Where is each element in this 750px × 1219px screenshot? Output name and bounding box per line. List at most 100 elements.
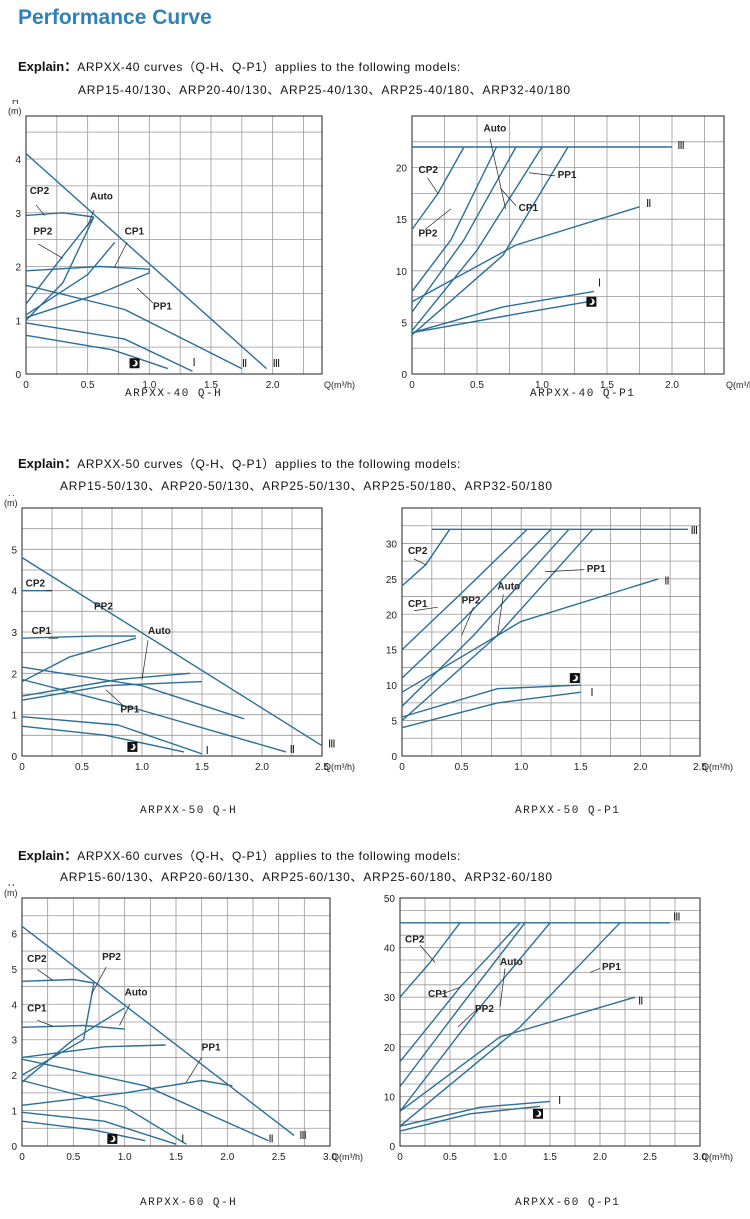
x-axis-label: Q(m³/h) (702, 1152, 733, 1162)
curve-line (25, 216, 95, 321)
curve-line (401, 578, 659, 693)
x-tick-label: 2.0 (255, 762, 269, 773)
x-tick-label: 0 (399, 762, 405, 773)
curve-line (399, 922, 621, 1127)
curve-label: Auto (148, 626, 171, 637)
night-mode-icon (127, 741, 138, 752)
leader-line (457, 1010, 476, 1028)
night-mode-icon (569, 673, 580, 684)
curve-line (399, 1100, 551, 1127)
y-tick-label: 30 (386, 539, 398, 550)
x-tick-label: 1.0 (535, 380, 549, 391)
curve-label: Ⅱ (290, 744, 295, 756)
leader-line (419, 944, 436, 963)
leader-line (528, 172, 556, 177)
leader-line (37, 1019, 53, 1027)
x-tick-label: 2.5 (315, 762, 329, 773)
leader-line (424, 208, 452, 230)
curve-label: PP2 (33, 226, 52, 237)
curve-line (25, 212, 94, 218)
curve-line (411, 290, 595, 334)
grid (411, 115, 724, 375)
night-mode-icon (586, 296, 597, 307)
leader-line (545, 569, 585, 573)
curve-line (25, 334, 169, 370)
y-tick-label: 3 (15, 209, 21, 220)
y-tick-label: 4 (11, 587, 17, 598)
leader-line (427, 177, 439, 194)
y-tick-label: 0 (401, 370, 407, 381)
explain-line: Explain：ARPXX-40 curves（Q-H、Q-P1）applies… (18, 56, 461, 75)
curve-label: Ⅲ (690, 525, 698, 537)
curve-line (21, 680, 203, 701)
x-tick-label: 1.5 (195, 762, 209, 773)
curve-label: Ⅱ (638, 996, 643, 1008)
x-tick-label: 2.0 (633, 762, 647, 773)
curve-line (411, 146, 543, 332)
curve-label: CP1 (32, 626, 52, 637)
curve-line (21, 1079, 233, 1106)
y-tick-label: 1 (15, 316, 21, 327)
curve-line (401, 528, 552, 679)
leader-line (185, 1057, 202, 1083)
curve-label: CP1 (428, 989, 448, 1000)
x-axis-label: Q(m³/h) (324, 380, 355, 390)
curve-line (401, 528, 451, 587)
x-tick-label: 2.5 (272, 1152, 286, 1163)
y-tick-label: 1 (11, 711, 17, 722)
curve-label: CP1 (27, 1003, 47, 1014)
y-tick-label: 20 (384, 1043, 396, 1054)
x-tick-label: 3.0 (323, 1152, 337, 1163)
x-tick-label: 0 (23, 380, 29, 391)
y-tick-label: 0 (11, 752, 17, 763)
x-tick-label: 0.5 (470, 380, 484, 391)
curve-line (401, 528, 528, 651)
explain-text: ARPXX-50 curves（Q-H、Q-P1）applies to the … (77, 457, 461, 471)
curve-label: Auto (497, 581, 520, 592)
curve-label: Auto (125, 987, 148, 998)
curve-line (21, 1058, 269, 1142)
leader-line (500, 188, 517, 207)
x-tick-label: 3.0 (693, 1152, 707, 1163)
curve-line (399, 922, 526, 1087)
plot-frame (21, 897, 331, 1147)
curve-label: Ⅰ (590, 687, 593, 699)
curve-line (21, 925, 295, 1136)
curve-line (21, 637, 137, 683)
leader-line (497, 594, 504, 636)
curve-line (25, 241, 116, 316)
curve-label: CP2 (30, 186, 50, 197)
curve-line (21, 716, 203, 755)
curve-label: Ⅰ (206, 745, 209, 757)
x-tick-label: 2.0 (220, 1152, 234, 1163)
model-list: ARP15-60/130、ARP20-60/130、ARP25-60/130、A… (60, 870, 553, 884)
curve-label: PP1 (602, 962, 621, 973)
chart-50-qp1: 0 0.5 1.0 1.5 2.0 2.5 0 5 10 15 20 25 30 Q(m³/h) CP2 PP… (386, 507, 733, 773)
explain-label: Explain： (18, 848, 78, 863)
curve-line (25, 322, 193, 372)
chart-caption: ARPXX-60 Q-H (140, 1197, 238, 1209)
y-tick-label: 5 (401, 318, 407, 329)
x-tick-label: 2.5 (693, 762, 707, 773)
explain-text: ARPXX-60 curves（Q-H、Q-P1）applies to the … (77, 849, 461, 863)
leader-line (413, 606, 438, 612)
curve-label: Ⅲ (299, 1130, 307, 1142)
x-tick-label: 2.0 (266, 380, 280, 391)
curve-line (21, 1024, 125, 1030)
x-tick-label: 2.5 (643, 1152, 657, 1163)
curve-label: Ⅱ (268, 1133, 273, 1145)
curve-line (401, 691, 581, 729)
curve-label: Ⅰ (193, 357, 196, 369)
leader-line (499, 968, 506, 1008)
leader-line (87, 209, 95, 227)
curve-label: CP1 (408, 599, 428, 610)
curve-label: Ⅱ (646, 198, 651, 210)
leader-line (141, 640, 149, 680)
curve-label: PP2 (102, 952, 121, 963)
curve-label: CP2 (408, 546, 428, 557)
chart-caption: ARPXX-40 Q-H (125, 388, 223, 400)
curve-line (399, 996, 636, 1112)
curve-line (21, 666, 245, 720)
curve-label: PP2 (419, 229, 438, 240)
x-tick-label: 1.0 (142, 380, 156, 391)
